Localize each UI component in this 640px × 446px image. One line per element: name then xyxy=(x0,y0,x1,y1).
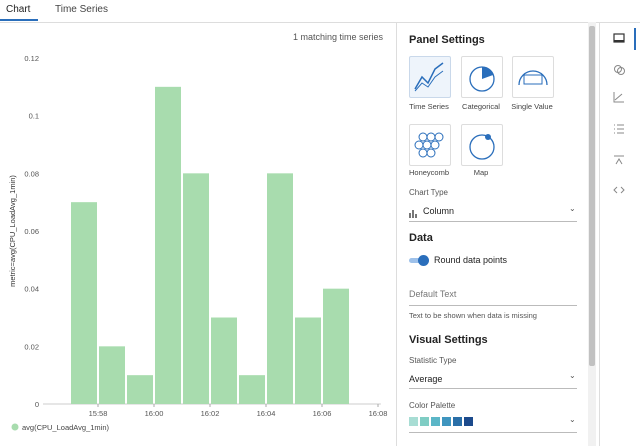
palette-swatch xyxy=(431,417,440,426)
bar xyxy=(295,317,321,404)
x-tick-label: 16:04 xyxy=(257,409,276,418)
dropdown-arrow: ⌄ xyxy=(569,415,576,424)
icon xyxy=(469,134,495,160)
y-tick-label: 0.02 xyxy=(24,342,39,351)
x-tick-label: 16:00 xyxy=(145,409,164,418)
column-icon xyxy=(409,205,417,218)
chart-type-label: Honeycomb xyxy=(408,168,450,177)
icon xyxy=(414,62,444,92)
scrollbar[interactable] xyxy=(588,22,596,446)
bar xyxy=(239,375,265,404)
panel-divider xyxy=(396,22,397,446)
chart-type-label: Categorical xyxy=(462,102,500,111)
y-tick-label: 0.06 xyxy=(24,227,39,236)
toggle[interactable] xyxy=(409,255,429,266)
chart-type-label: Chart Type xyxy=(409,188,448,197)
help-text: Text to be shown when data is missing xyxy=(409,311,537,320)
palette-label: Color Palette xyxy=(409,401,456,410)
x-tick-label: 15:58 xyxy=(89,409,108,418)
x-tick-label: 16:02 xyxy=(201,409,220,418)
statistic-select[interactable]: Average xyxy=(409,374,443,384)
text-input[interactable]: Default Text xyxy=(409,289,457,299)
bar xyxy=(267,173,293,404)
chart-type-select[interactable]: Column xyxy=(423,206,455,216)
y-tick-label: 0.04 xyxy=(24,285,39,294)
tab-bar: Chart Time Series xyxy=(0,0,640,23)
bar xyxy=(99,346,125,404)
sidebar-icons[interactable] xyxy=(612,32,626,207)
icon-sidebar xyxy=(599,22,640,446)
chart-type-label: Map xyxy=(473,168,489,177)
y-tick-label: 0 xyxy=(35,400,39,409)
palette[interactable] xyxy=(409,417,473,426)
underline xyxy=(409,305,577,306)
bar xyxy=(127,375,153,404)
chart-type-icon[interactable] xyxy=(409,56,451,98)
dropdown-arrow: ⌄ xyxy=(569,371,576,380)
chart-type-label: Single Value xyxy=(511,102,553,111)
tab-time-series[interactable]: Time Series xyxy=(55,4,108,15)
y-tick-label: 0.12 xyxy=(24,54,39,63)
chart-type-label: Time Series xyxy=(409,102,449,111)
x-tick-label: 16:06 xyxy=(313,409,332,418)
bar xyxy=(71,202,97,404)
data-heading: Data xyxy=(409,232,433,244)
palette-swatch xyxy=(453,417,462,426)
legend-swatch xyxy=(11,423,19,431)
bar xyxy=(323,288,349,404)
y-tick-label: 0.08 xyxy=(24,169,39,178)
underline xyxy=(409,221,577,222)
bar xyxy=(211,317,237,404)
tab-chart[interactable]: Chart xyxy=(6,4,31,15)
chart-type-icon[interactable] xyxy=(512,56,554,98)
settings-panel: Panel Settings Time Series Categorical S… xyxy=(397,22,587,446)
active-indicator xyxy=(634,28,636,50)
x-tick-label: 16:08 xyxy=(369,409,388,418)
chart: 1 matching time series metric=avg(CPU_Lo… xyxy=(8,32,388,432)
chart-type-icon[interactable] xyxy=(409,124,451,166)
tab-underline xyxy=(0,19,38,21)
legend-label: avg(CPU_LoadAvg_1min) xyxy=(22,423,109,432)
icon xyxy=(469,66,495,92)
underline xyxy=(409,388,577,389)
underline xyxy=(409,432,577,433)
icon xyxy=(414,132,444,158)
bar xyxy=(183,173,209,404)
palette-swatch xyxy=(442,417,451,426)
palette-swatch xyxy=(420,417,429,426)
y-axis-label: metric=avg(CPU_LoadAvg_1min) xyxy=(8,175,17,287)
statistic-label: Statistic Type xyxy=(409,356,457,365)
bar xyxy=(155,86,181,404)
panel-title: Panel Settings xyxy=(409,34,485,46)
visual-heading: Visual Settings xyxy=(409,334,488,346)
chart-type-icon[interactable] xyxy=(461,56,503,98)
toggle-label: Round data points xyxy=(434,255,508,265)
dropdown-arrow: ⌄ xyxy=(569,204,576,213)
y-tick-label: 0.1 xyxy=(29,112,39,121)
palette-swatch xyxy=(409,417,418,426)
icon xyxy=(518,70,548,86)
palette-swatch xyxy=(464,417,473,426)
chart-type-icon[interactable] xyxy=(461,124,503,166)
chart-subtitle: 1 matching time series xyxy=(293,32,384,42)
